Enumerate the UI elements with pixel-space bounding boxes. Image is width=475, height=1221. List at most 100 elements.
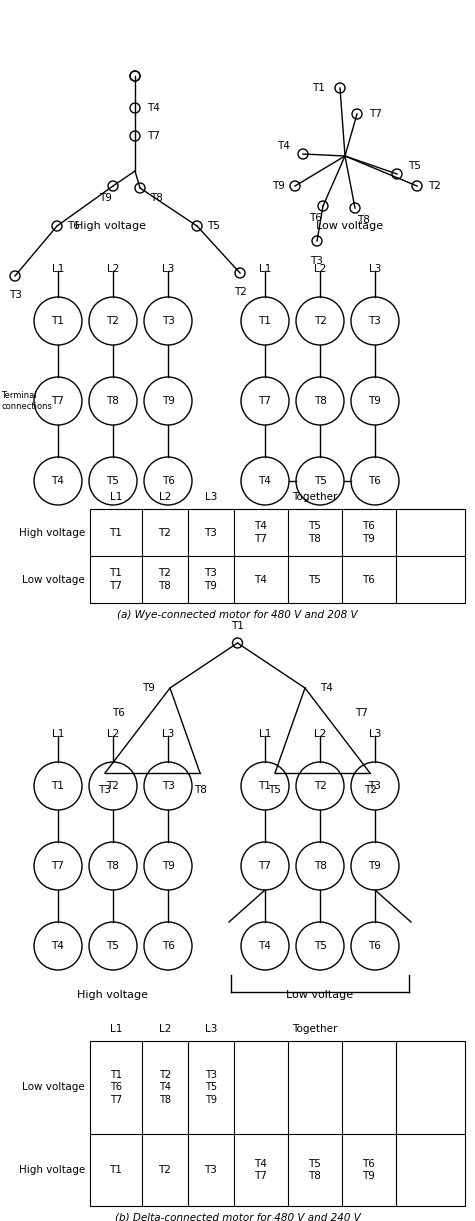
Text: L3: L3 (369, 729, 381, 739)
Text: T7: T7 (52, 396, 65, 407)
Text: (b) Delta-connected motor for 480 V and 240 V: (b) Delta-connected motor for 480 V and … (114, 1212, 361, 1221)
Text: T6: T6 (369, 941, 381, 951)
Text: T5: T5 (309, 575, 322, 585)
Text: T6: T6 (112, 708, 125, 718)
Text: T2: T2 (428, 181, 441, 190)
Text: T7: T7 (355, 708, 368, 718)
Text: T3: T3 (311, 256, 323, 266)
Text: L2: L2 (314, 729, 326, 739)
Text: T2: T2 (159, 527, 171, 537)
Text: T6
T9: T6 T9 (362, 1159, 375, 1181)
Text: L1: L1 (110, 492, 122, 502)
Text: (a) Wye-connected motor for 480 V and 208 V: (a) Wye-connected motor for 480 V and 20… (117, 610, 358, 620)
Text: Low voltage: Low voltage (286, 990, 353, 1000)
Text: Low voltage: Low voltage (22, 1083, 85, 1093)
Text: T3
T5
T9: T3 T5 T9 (205, 1070, 217, 1105)
Text: Low voltage: Low voltage (316, 221, 384, 231)
Text: T8: T8 (314, 396, 326, 407)
Text: L1: L1 (52, 264, 64, 274)
Text: L2: L2 (159, 1024, 171, 1034)
Text: T1: T1 (52, 316, 65, 326)
Text: T6: T6 (162, 476, 174, 486)
Text: T8: T8 (150, 193, 163, 203)
Text: T2: T2 (314, 781, 326, 791)
Text: T5: T5 (314, 476, 326, 486)
Text: L3: L3 (205, 1024, 217, 1034)
Text: T4: T4 (277, 140, 290, 151)
Text: T3: T3 (205, 527, 218, 537)
Text: T1
T6
T7: T1 T6 T7 (110, 1070, 122, 1105)
Text: T4: T4 (258, 941, 271, 951)
Text: T7: T7 (52, 861, 65, 871)
Text: High voltage: High voltage (19, 1165, 85, 1175)
Text: T1: T1 (110, 527, 123, 537)
Text: T6
T9: T6 T9 (362, 521, 375, 543)
Text: T7: T7 (258, 861, 271, 871)
Text: T4: T4 (320, 683, 333, 694)
Text: T4: T4 (52, 941, 65, 951)
Text: T4: T4 (255, 575, 267, 585)
Text: High voltage: High voltage (77, 990, 149, 1000)
Text: T9: T9 (142, 683, 155, 694)
Text: T6: T6 (162, 941, 174, 951)
Text: T5: T5 (408, 161, 421, 171)
Text: T5: T5 (207, 221, 220, 231)
Text: T9: T9 (369, 861, 381, 871)
Text: Terminal
connections: Terminal connections (1, 391, 52, 411)
Text: T5
T8: T5 T8 (309, 521, 322, 543)
Text: T8: T8 (357, 215, 370, 225)
Text: T4
T7: T4 T7 (255, 521, 267, 543)
Text: L3: L3 (162, 264, 174, 274)
Text: T1: T1 (258, 781, 271, 791)
Text: T7: T7 (147, 131, 160, 140)
Text: T2
T8: T2 T8 (159, 568, 171, 591)
Text: T3: T3 (369, 781, 381, 791)
Text: T3: T3 (369, 316, 381, 326)
Text: T5: T5 (314, 941, 326, 951)
Text: T8: T8 (314, 861, 326, 871)
Text: T5
T8: T5 T8 (309, 1159, 322, 1181)
Text: T4: T4 (147, 103, 160, 114)
Text: T2: T2 (106, 316, 119, 326)
Text: T1: T1 (231, 621, 244, 631)
Text: Low voltage: Low voltage (22, 575, 85, 585)
Text: T2: T2 (159, 1165, 171, 1175)
Text: T9: T9 (272, 181, 285, 190)
Text: T3
T9: T3 T9 (205, 568, 218, 591)
Text: L1: L1 (259, 264, 271, 274)
Text: T2: T2 (234, 287, 247, 297)
Text: L3: L3 (162, 729, 174, 739)
Text: T4: T4 (258, 476, 271, 486)
Bar (90, 1042, 465, 1206)
Text: T6: T6 (309, 212, 322, 223)
Text: T9: T9 (162, 861, 174, 871)
Text: T1: T1 (258, 316, 271, 326)
Text: T8: T8 (106, 396, 119, 407)
Text: L2: L2 (159, 492, 171, 502)
Text: T3: T3 (9, 291, 21, 300)
Text: T6: T6 (362, 575, 375, 585)
Text: L1: L1 (52, 729, 64, 739)
Text: T1: T1 (312, 83, 325, 93)
Text: Together: Together (292, 492, 338, 502)
Text: T8: T8 (106, 861, 119, 871)
Text: T2
T4
T8: T2 T4 T8 (159, 1070, 171, 1105)
Text: T3: T3 (162, 316, 174, 326)
Text: T5: T5 (106, 476, 119, 486)
Text: L1: L1 (110, 1024, 122, 1034)
Text: High voltage: High voltage (19, 527, 85, 537)
Text: T5: T5 (268, 785, 281, 795)
Text: T5: T5 (106, 941, 119, 951)
Text: T7: T7 (258, 396, 271, 407)
Text: Together: Together (292, 1024, 338, 1034)
Text: T4
T7: T4 T7 (255, 1159, 267, 1181)
Text: L3: L3 (369, 264, 381, 274)
Text: L2: L2 (107, 729, 119, 739)
Text: T9: T9 (162, 396, 174, 407)
Text: T8: T8 (194, 785, 207, 795)
Text: T1: T1 (52, 781, 65, 791)
Text: T3: T3 (162, 781, 174, 791)
Text: T9: T9 (99, 193, 112, 203)
Text: L3: L3 (205, 492, 217, 502)
Text: T1
T7: T1 T7 (110, 568, 123, 591)
